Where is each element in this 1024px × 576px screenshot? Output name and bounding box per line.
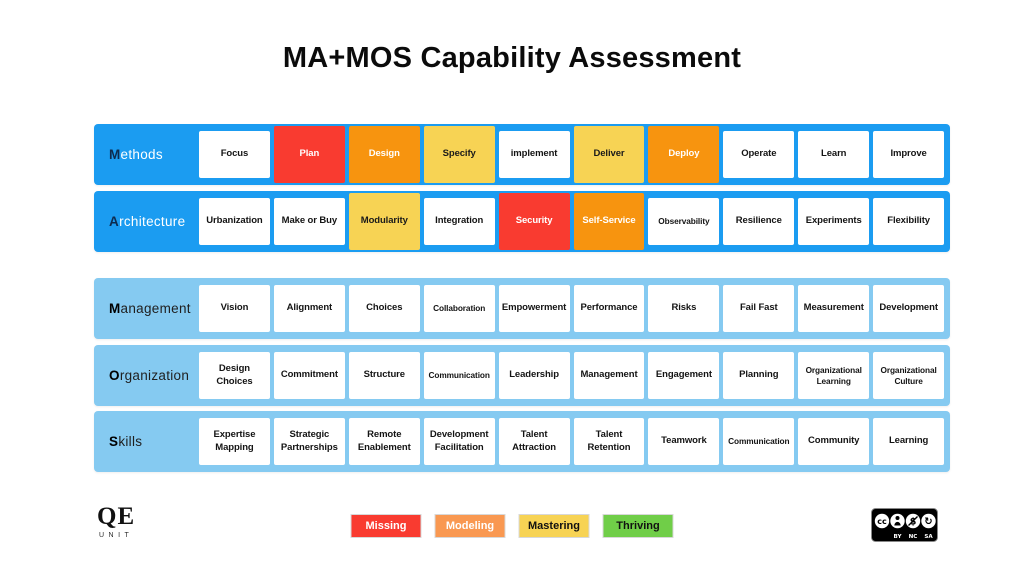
capability-cell: Vision	[199, 285, 270, 332]
capability-cell: Improve	[873, 131, 945, 178]
capability-cell: Engagement	[648, 352, 720, 399]
legend-thriving: Thriving	[602, 514, 674, 538]
capability-cell: Talent Retention	[573, 418, 645, 465]
creative-commons-license-icon: cc $ ↻ BY NC SA	[871, 508, 938, 542]
capability-cell: Structure	[348, 352, 420, 399]
capability-cell: Strategic Partnerships	[273, 418, 345, 465]
row-label: Organization	[109, 368, 190, 383]
page-title: MA+MOS Capability Assessment	[282, 42, 742, 74]
row-label: Methods	[109, 147, 163, 162]
capability-cell: Development Facilitation	[423, 418, 495, 465]
row-cells: Vision Alignment Choices Collaboration Empow…	[199, 278, 950, 339]
capability-cell: Security	[498, 193, 570, 250]
capability-row-architecture: Architecture Urbanization Make or Buy Modul…	[94, 191, 950, 252]
capability-cell: Remote Enablement	[348, 418, 420, 465]
qe-logo-subtext: UNIT	[99, 532, 134, 539]
row-label: Skills	[109, 434, 143, 449]
capability-cell: Empowerment	[498, 285, 570, 332]
capability-cell: Communication	[423, 352, 495, 399]
capability-cell: Plan	[273, 126, 345, 183]
capability-row-skills: Skills Expertise Mapping Strategic Partner…	[94, 411, 950, 472]
capability-cell: Deliver	[573, 126, 645, 183]
capability-cell: Modularity	[348, 193, 420, 250]
capability-cell: Choices	[348, 285, 420, 332]
row-label: Architecture	[109, 214, 186, 229]
capability-cell: Teamwork	[648, 418, 720, 465]
legend-modeling: Modeling	[434, 514, 506, 538]
capability-cell: Specify	[423, 126, 495, 183]
capability-row-management: Management Vision Alignment Choices Collabor…	[94, 278, 950, 339]
capability-cell: Design Choices	[199, 352, 270, 399]
capability-cell: Urbanization	[199, 198, 270, 245]
capability-cell: Focus	[199, 131, 270, 178]
legend-mastering: Mastering	[518, 514, 590, 538]
capability-cell: Organizational Learning	[798, 352, 870, 399]
capability-cell: Commitment	[273, 352, 345, 399]
svg-text:↻: ↻	[924, 517, 932, 528]
capability-cell: Make or Buy	[273, 198, 345, 245]
capability-cell: Flexibility	[873, 198, 945, 245]
capability-cell: Communication	[723, 418, 795, 465]
capability-row-methods: Methods Focus Plan Design Specify implement De…	[94, 124, 950, 185]
capability-cell: Self-Service	[573, 193, 645, 250]
capability-cell: Alignment	[273, 285, 345, 332]
capability-cell: Deploy	[648, 126, 720, 183]
capability-cell: Talent Attraction	[498, 418, 570, 465]
capability-cell: Observability	[648, 198, 720, 245]
capability-cell: Resilience	[723, 198, 795, 245]
capability-cell: Integration	[423, 198, 495, 245]
capability-cell: Planning	[723, 352, 795, 399]
capability-cell: Management	[573, 352, 645, 399]
capability-row-organization: Organization Design Choices Commitment Stru…	[94, 345, 950, 406]
cc-nc-label: NC	[909, 534, 918, 540]
capability-cell: Fail Fast	[723, 285, 795, 332]
capability-cell: Design	[348, 126, 420, 183]
capability-cell: Operate	[723, 131, 795, 178]
capability-cell: Community	[798, 418, 870, 465]
qe-unit-logo: QE UNIT	[97, 504, 135, 539]
svg-text:cc: cc	[877, 517, 887, 526]
capability-cell: implement	[498, 131, 570, 178]
capability-cell: Development	[873, 285, 945, 332]
capability-cell: Organizational Culture	[873, 352, 945, 399]
cc-by-label: BY	[893, 534, 902, 540]
capability-cell: Risks	[648, 285, 720, 332]
status-legend: Missing Modeling Mastering Thriving	[350, 514, 674, 538]
capability-cell: Experiments	[798, 198, 870, 245]
row-label: Management	[109, 301, 191, 316]
capability-cell: Expertise Mapping	[199, 418, 270, 465]
capability-cell: Collaboration	[423, 285, 495, 332]
capability-cell: Leadership	[498, 352, 570, 399]
row-cells: Urbanization Make or Buy Modularity Integra…	[199, 191, 950, 252]
capability-cell: Measurement	[798, 285, 870, 332]
row-cells: Design Choices Commitment Structure Communi…	[199, 345, 950, 406]
capability-cell: Learning	[873, 418, 945, 465]
qe-logo-text: QE	[97, 503, 136, 530]
row-cells: Expertise Mapping Strategic Partnerships R…	[199, 411, 950, 472]
capability-cell: Learn	[798, 131, 870, 178]
row-cells: Focus Plan Design Specify implement Deliver De…	[199, 124, 950, 185]
capability-matrix: Methods Focus Plan Design Specify implement De…	[94, 124, 950, 472]
cc-sa-label: SA	[924, 534, 933, 540]
legend-missing: Missing	[350, 514, 422, 538]
capability-cell: Performance	[573, 285, 645, 332]
